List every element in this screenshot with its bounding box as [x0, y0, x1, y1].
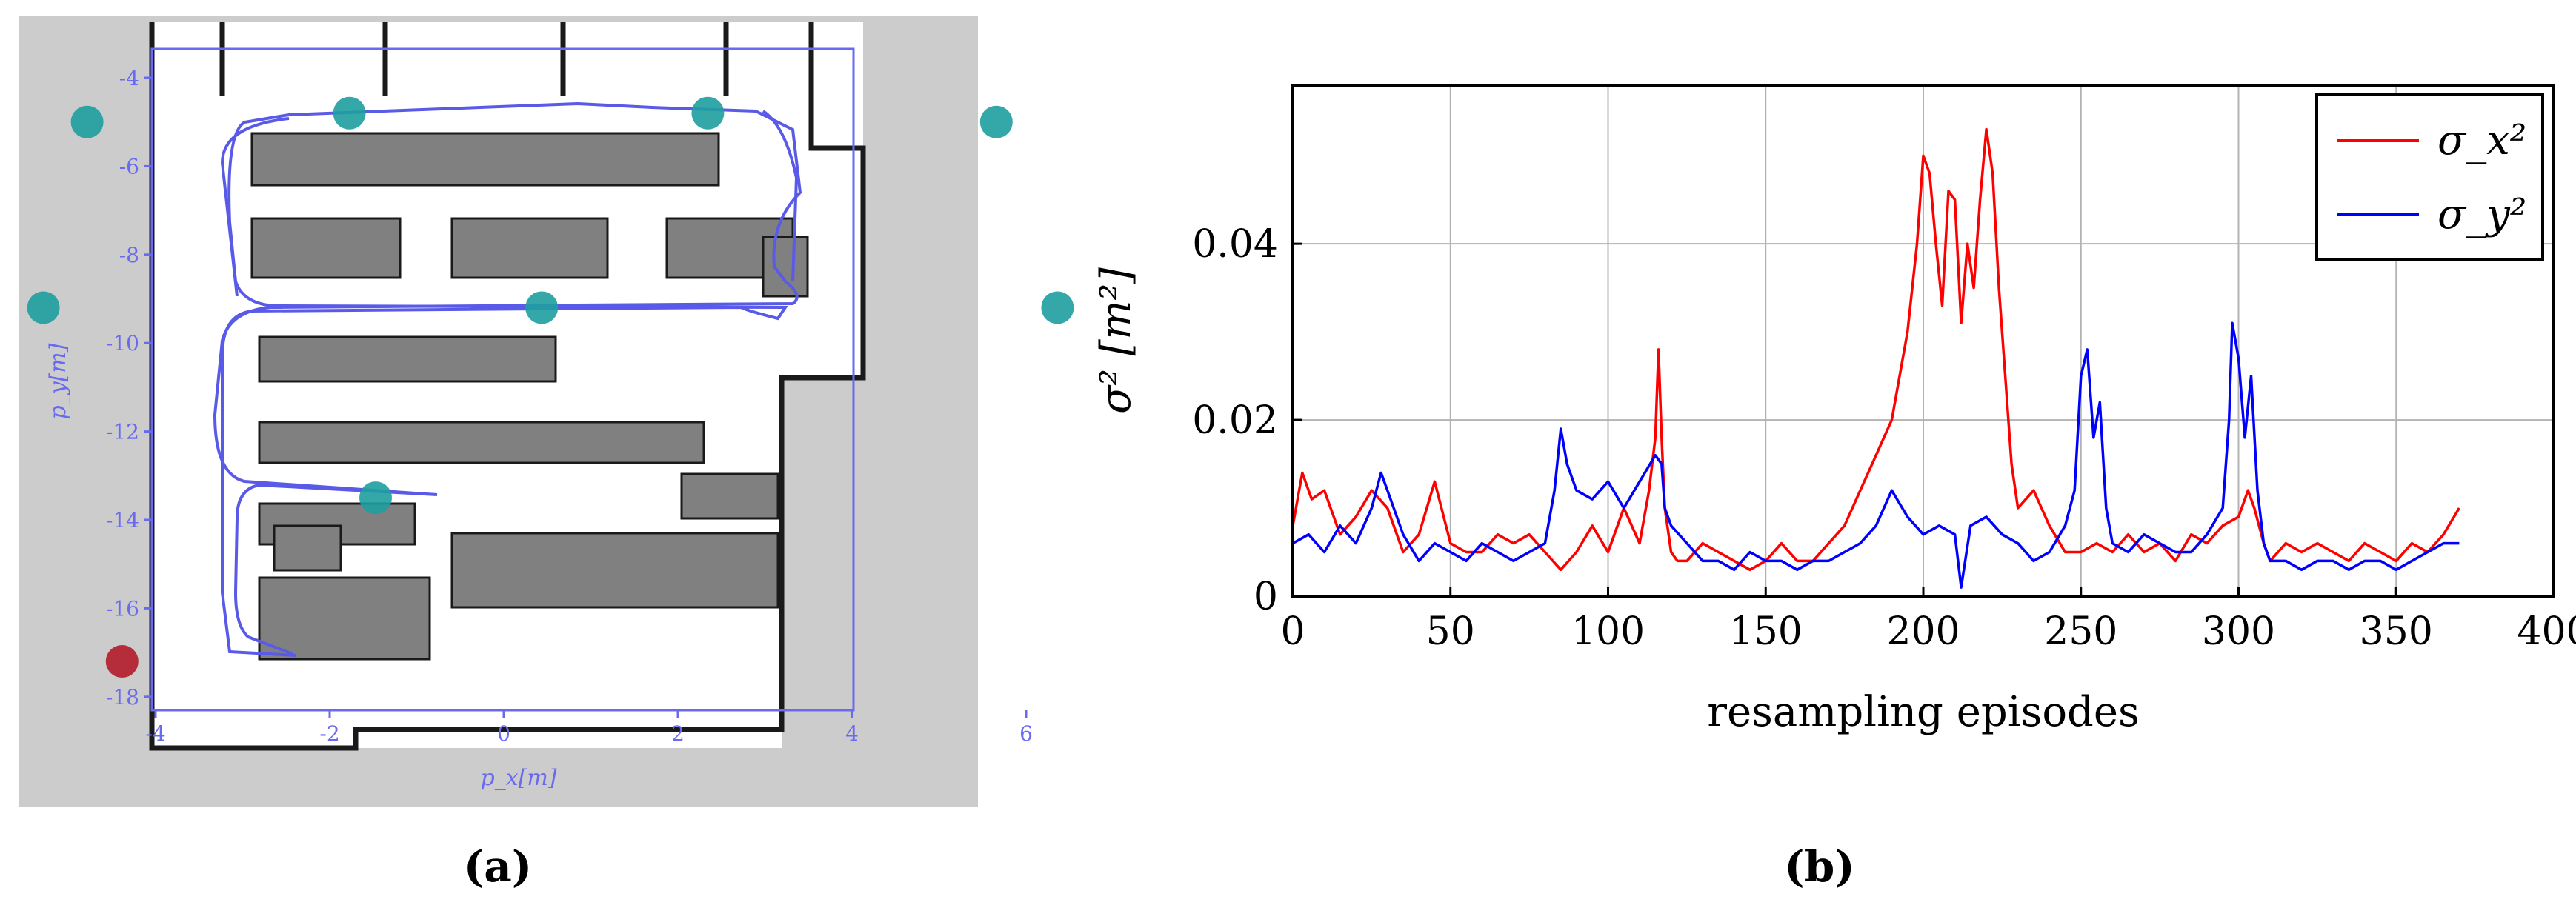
series-line-sigma-x	[1291, 127, 2460, 572]
x-tick-label: 300	[2202, 610, 2275, 654]
y-tick-label: 0.02	[1192, 398, 1278, 443]
map-y-tick-label: -14	[106, 508, 139, 532]
start-marker	[105, 645, 139, 678]
map-y-tick-label: -12	[106, 420, 139, 444]
waypoint-marker	[359, 481, 392, 515]
x-tick-label: 150	[1729, 610, 1803, 654]
panel-a-label: (a)	[464, 841, 532, 892]
series-lines	[1291, 127, 2460, 589]
waypoint-marker	[70, 105, 104, 138]
x-tick-label: 400	[2517, 610, 2576, 654]
robot-path-outer	[220, 110, 799, 297]
waypoint-marker	[525, 291, 559, 324]
y-tick-labels: 0 0.02 0.04	[1192, 222, 1278, 619]
map-x-tick-label: 6	[1019, 721, 1033, 746]
map-y-tick-label: -10	[106, 331, 139, 355]
plot-frame	[1291, 84, 2555, 598]
map-x-tick-label: 4	[845, 721, 859, 746]
waypoint-marker	[1041, 291, 1074, 324]
x-tick-label: 0	[1280, 610, 1305, 654]
x-tick-label: 50	[1426, 610, 1475, 654]
waypoint-marker	[979, 105, 1013, 138]
walls	[149, 22, 866, 751]
waypoint-marker	[691, 96, 725, 130]
map-y-tick-label: -8	[119, 243, 139, 267]
y-tick-label: 0	[1254, 575, 1278, 619]
map-y-tick-label: -18	[106, 685, 139, 709]
variance-chart: 0 50 100 150 200 250 300 350 400 0 0.02 0.04 resam…	[1092, 84, 2576, 736]
x-tick-labels: 0 50 100 150 200 250 300 350 400	[1280, 610, 2576, 654]
series-line-sigma-y	[1292, 321, 2460, 589]
map-grey-corner	[785, 385, 978, 807]
waypoint-marker	[333, 96, 366, 130]
x-tick-label: 100	[1571, 610, 1645, 654]
legend: σ_x² σ_y²	[2315, 93, 2544, 261]
waypoint-markers	[27, 96, 1074, 678]
map-x-tick-label: 0	[497, 721, 510, 746]
x-tick-label: 200	[1886, 610, 1960, 654]
y-axis-label: σ² [m²]	[1092, 267, 1140, 414]
legend-box	[2315, 93, 2544, 261]
map-y-tick-label: -16	[106, 596, 139, 621]
obstacles	[250, 132, 809, 661]
map-y-tick-label: -6	[119, 154, 139, 178]
map-y-axis-label: p_y[m]	[45, 343, 71, 419]
map-x-axis-label: p_x[m]	[481, 765, 557, 791]
legend-label-sigma-y: σ_y²	[2437, 190, 2526, 238]
x-tick-label: 350	[2360, 610, 2433, 654]
waypoint-marker	[27, 291, 60, 324]
map-x-tick-label: 2	[671, 721, 685, 746]
map-x-tick-label: -4	[145, 721, 165, 746]
map-y-tick-labels: -4 -6 -8 -10 -12 -14 -16 -18	[106, 66, 152, 709]
x-tick-label: 250	[2044, 610, 2117, 654]
map-x-tick-label: -2	[319, 721, 339, 746]
y-tick-label: 0.04	[1192, 222, 1278, 267]
panel-b-label: (b)	[1784, 841, 1854, 892]
legend-label-sigma-x: σ_x²	[2437, 116, 2526, 164]
x-axis-label: resampling episodes	[1707, 688, 2140, 736]
robot-path	[213, 101, 802, 657]
map-y-tick-label: -4	[119, 66, 139, 90]
